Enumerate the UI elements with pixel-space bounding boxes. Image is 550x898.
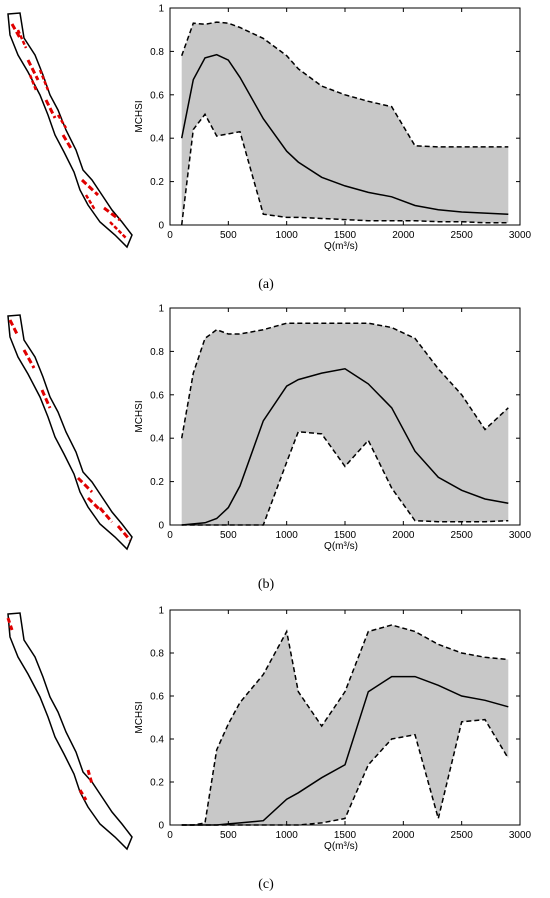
y-axis-label: MCHSI (134, 400, 145, 432)
x-tick-label: 0 (167, 830, 173, 841)
y-tick-label: 0.4 (150, 434, 164, 445)
x-tick-label: 0 (167, 530, 173, 541)
x-tick-label: 0 (167, 230, 173, 241)
x-tick-label: 1000 (276, 230, 299, 241)
x-tick-label: 3000 (509, 830, 532, 841)
upper-bound-line (180, 322, 509, 439)
y-tick-label: 0 (158, 221, 164, 232)
y-tick-label: 0.2 (150, 177, 164, 188)
y-tick-label: 1 (158, 4, 164, 15)
axes-frame (169, 307, 521, 526)
x-tick-label: 500 (220, 530, 237, 541)
x-axis-label: Q(m³/s) (324, 841, 358, 852)
axes-frame (169, 7, 521, 226)
panel-caption: (a) (258, 277, 274, 292)
y-tick-label: 0.2 (150, 477, 164, 488)
y-tick-label: 0 (158, 521, 164, 532)
panel-caption: (c) (258, 877, 274, 892)
x-axis-label: Q(m³/s) (324, 241, 358, 252)
x-axis: 0 500 1000 1500 2000 2500 3000 (167, 230, 531, 241)
x-axis: 0 500 1000 1500 2000 2500 3000 (167, 830, 531, 841)
x-tick-label: 2500 (451, 530, 474, 541)
x-tick-label: 2000 (392, 830, 415, 841)
range-band (181, 22, 509, 225)
y-tick-label: 0.2 (150, 778, 164, 789)
x-tick-label: 2500 (451, 230, 474, 241)
y-tick-label: 0.4 (150, 735, 164, 746)
lower-bound-line (180, 112, 509, 226)
x-tick-label: 1500 (334, 230, 357, 241)
chart-panel-b: 0 500 1000 1500 2000 2500 3000 0 0.2 0.4… (134, 304, 532, 593)
y-tick-label: 0.8 (150, 47, 164, 58)
y-tick-label: 0 (158, 821, 164, 832)
x-tick-label: 2500 (451, 830, 474, 841)
mean-line (180, 53, 509, 215)
river-map-a (7, 12, 133, 249)
y-axis: 0 0.2 0.4 0.6 0.8 1 (150, 304, 164, 532)
y-axis-label: MCHSI (134, 100, 145, 132)
x-tick-label: 2000 (392, 530, 415, 541)
river-map-b (7, 314, 133, 551)
y-axis: 0 0.2 0.4 0.6 0.8 1 (150, 4, 164, 232)
range-band (181, 323, 509, 525)
x-tick-label: 2000 (392, 230, 415, 241)
x-axis: 0 500 1000 1500 2000 2500 3000 (167, 530, 531, 541)
river-map-c (6, 612, 133, 851)
upper-bound-line (180, 21, 509, 148)
x-tick-label: 1500 (334, 530, 357, 541)
y-tick-label: 0.8 (150, 347, 164, 358)
chart-panel-c: 0 500 1000 1500 2000 2500 3000 0 0.2 0.4… (134, 606, 532, 893)
x-tick-label: 3000 (509, 530, 532, 541)
axes-frame (169, 609, 521, 826)
y-tick-label: 1 (158, 304, 164, 315)
y-tick-label: 1 (158, 606, 164, 617)
mean-line (181, 368, 509, 526)
chart-panel-a: 0 500 1000 1500 2000 2500 3000 0 0.2 0.4… (134, 4, 532, 293)
y-axis: 0 0.2 0.4 0.6 0.8 1 (150, 606, 164, 832)
x-tick-label: 500 (220, 830, 237, 841)
x-tick-label: 1000 (276, 830, 299, 841)
y-tick-label: 0.6 (150, 90, 164, 101)
y-tick-label: 0.8 (150, 649, 164, 660)
y-axis-label: MCHSI (134, 701, 145, 733)
y-tick-label: 0.4 (150, 134, 164, 145)
upper-bound-line (181, 624, 509, 826)
x-tick-label: 1000 (276, 530, 299, 541)
x-tick-label: 1500 (334, 830, 357, 841)
y-tick-label: 0.6 (150, 390, 164, 401)
y-tick-label: 0.6 (150, 692, 164, 703)
x-tick-label: 3000 (509, 230, 532, 241)
panel-caption: (b) (258, 577, 275, 592)
x-axis-label: Q(m³/s) (324, 541, 358, 552)
x-tick-label: 500 (220, 230, 237, 241)
